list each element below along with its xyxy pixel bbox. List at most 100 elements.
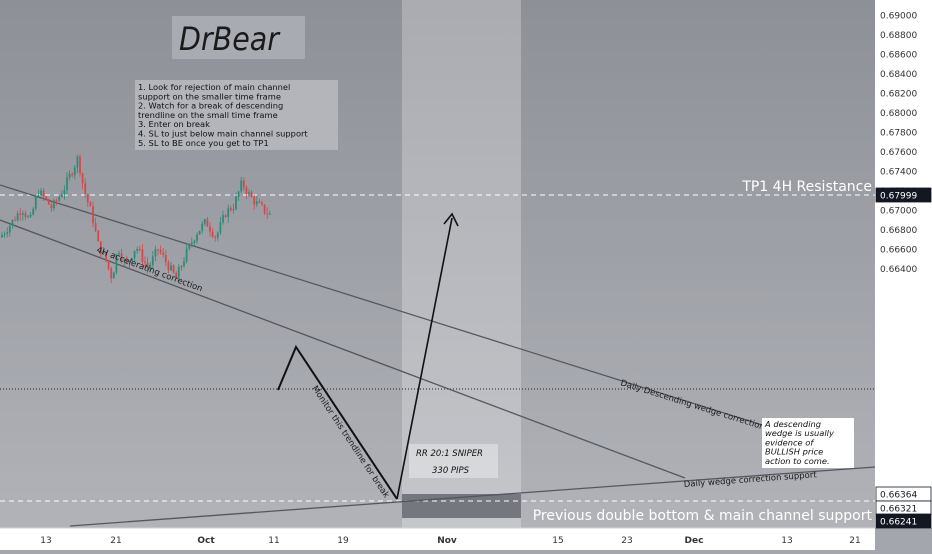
candle-body (227, 207, 230, 217)
candle-body (102, 252, 105, 255)
candle-body (24, 213, 27, 217)
candle-body (149, 265, 152, 269)
candle-body (183, 261, 185, 267)
wedge-support-line (69, 466, 876, 527)
highlight-band (402, 0, 521, 528)
x-tick-label: 19 (337, 536, 349, 546)
bullish-note-line: A descending (764, 419, 821, 429)
candle-body (177, 266, 180, 278)
x-tick-label: 13 (781, 536, 792, 546)
candle-body (136, 248, 139, 251)
candle-body (266, 213, 269, 215)
candle-body (3, 233, 6, 235)
plan-line: 2. Watch for a break of descending (138, 101, 283, 111)
bullish-note-box (762, 418, 854, 468)
candle-body (71, 173, 74, 176)
candle-body (16, 213, 19, 221)
candle-body (79, 156, 81, 174)
candle-body (180, 266, 183, 268)
candle-body (99, 241, 102, 255)
candle-body (144, 261, 146, 263)
candle-body (107, 260, 110, 269)
arrow-head (443, 212, 459, 227)
candle-body (237, 191, 240, 197)
price-axis-labels: 0.67999 0.66364 0.66321 0.66241 (875, 187, 932, 529)
candle-body (1, 234, 3, 238)
rr-label: RR 20:1 SNIPER (416, 449, 483, 459)
candle-body (263, 204, 266, 214)
candle-body (110, 268, 113, 279)
candle-body (235, 196, 237, 209)
projected-target-arrow-line (396, 217, 453, 500)
candle-body (40, 190, 42, 196)
projected-path (277, 344, 398, 500)
candle-body (128, 260, 131, 263)
candle-body (55, 200, 58, 202)
plan-line: 4. SL to just below main channel support (138, 129, 308, 139)
candle-body (151, 256, 154, 266)
candle-body (198, 230, 201, 235)
price-label: 0.66364 (880, 491, 917, 501)
candle-body (81, 173, 84, 184)
x-tick-label: Oct (197, 536, 215, 546)
candle-body (73, 167, 76, 176)
candle-body (94, 223, 97, 231)
bullish-note-line: evidence of (765, 437, 814, 447)
candle-body (248, 192, 250, 194)
stop-zone-box (402, 494, 521, 518)
candle-body (86, 194, 89, 203)
price-label: 0.67999 (880, 192, 917, 202)
candle-body (138, 248, 141, 250)
y-tick-label: 0.67800 (880, 129, 917, 139)
candle-body (53, 200, 55, 209)
price-axis[interactable] (875, 0, 932, 528)
price-label-box (875, 513, 932, 529)
candle-body (211, 231, 214, 237)
y-tick-label: 0.68800 (880, 31, 917, 41)
candle-body (219, 222, 222, 233)
pips-label: 330 PIPS (432, 466, 470, 476)
candle-body (268, 213, 271, 215)
candle-body (209, 226, 211, 232)
candle-body (245, 187, 248, 194)
candle-body (76, 156, 79, 168)
candle-body (66, 177, 68, 190)
candle-body (190, 242, 193, 245)
candle-body (154, 249, 157, 257)
y-tick-label: 0.69000 (880, 12, 917, 22)
y-tick-label: 0.66600 (880, 246, 917, 256)
candle-body (14, 219, 16, 221)
plan-line: 1. Look for rejection of main channel (138, 82, 290, 92)
plan-line: 5. SL to BE once you get to TP1 (138, 138, 269, 148)
bullish-note-line: wedge is usually (765, 428, 834, 438)
candle-body (60, 194, 63, 197)
y-tick-label: 0.68400 (880, 70, 917, 80)
candle-body (58, 196, 61, 201)
bullish-note-line: action to come. (765, 456, 830, 466)
candle-body (125, 259, 128, 263)
candle-body (261, 202, 263, 205)
candle-body (164, 255, 167, 263)
candle-body (175, 272, 178, 278)
plan-line: 3. Enter on break (138, 119, 210, 129)
candle-body (89, 202, 92, 207)
x-tick-label: 15 (552, 536, 563, 546)
time-axis[interactable] (0, 528, 875, 550)
x-tick-label: 21 (849, 536, 860, 546)
candle-body (37, 195, 40, 197)
y-tick-label: 0.67000 (880, 207, 917, 217)
candle-body (196, 234, 198, 241)
accelerating-correction-line (0, 219, 686, 479)
candle-body (97, 230, 100, 242)
candle-body (242, 180, 245, 188)
plan-line: support on the smaller time frame (138, 91, 281, 101)
bullish-note-line: BULLISH price (765, 447, 823, 457)
candle-body (123, 259, 126, 261)
candle-body (201, 223, 204, 231)
candle-body (224, 215, 227, 217)
candle-body (112, 272, 115, 279)
candle-body (50, 204, 53, 209)
